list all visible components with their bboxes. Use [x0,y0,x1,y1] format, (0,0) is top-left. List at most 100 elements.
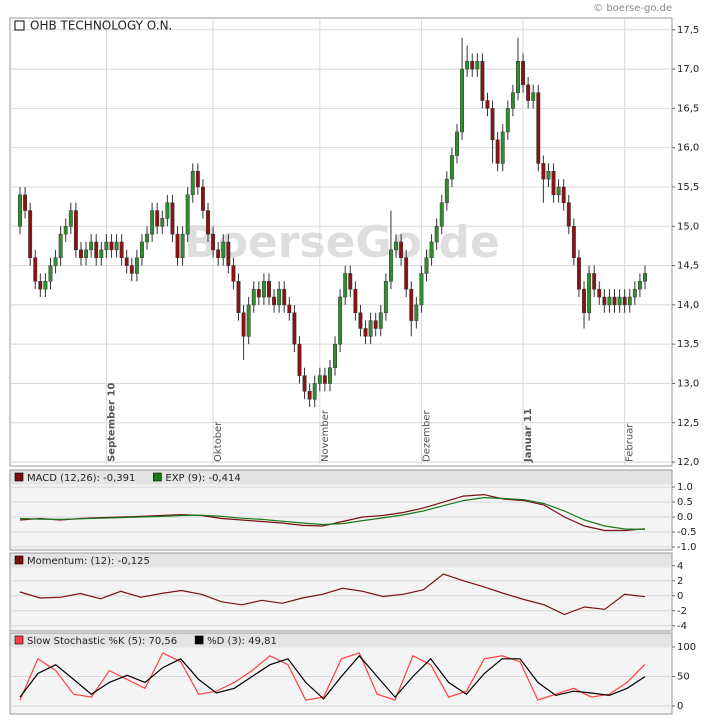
candle-body [388,249,393,282]
candle-body [556,186,561,196]
candle-body [495,139,500,164]
candle-body [404,257,409,290]
candle-body [175,233,180,258]
candle-body [287,304,292,313]
candle-body [18,194,22,227]
candle-body [226,241,231,266]
x-tick-label: Februar [625,423,636,462]
candle-body [383,281,388,313]
candle-body [160,218,165,227]
candle-body [566,202,571,227]
candle-body [328,367,332,384]
candle-body [312,383,317,400]
y-tick-label: 0.0 [677,512,693,523]
candle-body [297,343,302,376]
candle-body [109,241,114,251]
candle-body [246,304,251,337]
y-tick-label: 100 [677,642,696,653]
candle-body [449,155,454,180]
candle-body [414,304,419,321]
candle-body [368,320,373,337]
candle-body [236,281,241,313]
candle-body [526,84,531,101]
y-tick-label: 4 [677,561,683,572]
legend-label: EXP (9): -0,414 [165,473,240,484]
candle-body [627,296,632,306]
candle-body [322,375,327,384]
candle-body [378,312,383,329]
candle-body [165,202,170,219]
legend-strip [10,470,672,485]
candle-body [140,241,144,258]
candle-body [68,210,73,227]
candle-body [643,273,647,282]
y-tick-label: 13,5 [677,339,699,350]
candle-body [434,226,439,243]
y-tick-label: 16,5 [677,103,699,114]
candle-body [419,273,424,306]
candle-body [333,343,337,369]
candle-body [99,249,104,258]
candle-body [587,273,592,313]
candle-body [134,257,139,274]
legend-swatch [14,635,24,645]
candle-body [475,60,480,70]
y-tick-label: 15,5 [677,182,699,193]
candle-body [353,288,358,313]
y-tick-label: 17,0 [677,64,699,75]
legend-strip [10,553,672,568]
candle-body [444,178,449,203]
y-tick-label: 15,0 [677,221,699,232]
legend-strip [10,633,672,648]
candle-body [282,288,287,306]
candle-body [48,265,53,282]
series-line [19,654,646,700]
candle-body [551,171,556,196]
legend-label: %D (3): 49,81 [207,636,277,647]
legend-box [14,20,25,31]
candle-body [571,226,576,258]
legend-swatch [14,472,24,482]
candle-body [399,241,404,258]
y-tick-label: 1.0 [677,482,693,493]
candle-body [612,296,617,306]
candle-body [33,257,38,282]
source: © boerse-go.de [593,3,672,14]
candle-body [261,281,266,298]
candle-body [58,233,63,258]
candle-body [119,241,124,258]
candle-body [505,108,510,133]
candle-body [531,92,536,101]
legend-swatch [14,555,24,565]
candle-body [124,257,129,266]
watermark: BoerseGo.de [184,217,500,268]
y-tick-label: 0 [677,701,683,712]
candle-body [267,281,271,298]
series-line [19,652,646,701]
candle-body [23,194,28,211]
candle-body [302,375,307,392]
candle-body [170,202,175,235]
candle-body [200,186,205,211]
candle-body [150,210,155,235]
candle-body [216,249,221,258]
candle-body [470,60,475,70]
candle-body [277,288,282,306]
legend-swatch [194,635,204,645]
y-tick-label: -2 [677,606,687,617]
y-tick-label: 14,5 [677,261,699,272]
candle-body [516,60,520,93]
candle-body [546,171,551,180]
candle-body [104,241,109,251]
candle-body [195,171,200,188]
legend-label: MACD (12,26): -0,391 [27,473,135,484]
candle-body [465,60,470,70]
series-line [19,573,646,616]
candle-body [89,241,94,251]
y-tick-label: 0 [677,591,683,602]
candle-body [256,288,261,298]
candle-body [338,296,343,345]
candle-body [84,249,89,258]
candle-body [561,186,566,203]
y-tick-label: 50 [677,671,690,682]
